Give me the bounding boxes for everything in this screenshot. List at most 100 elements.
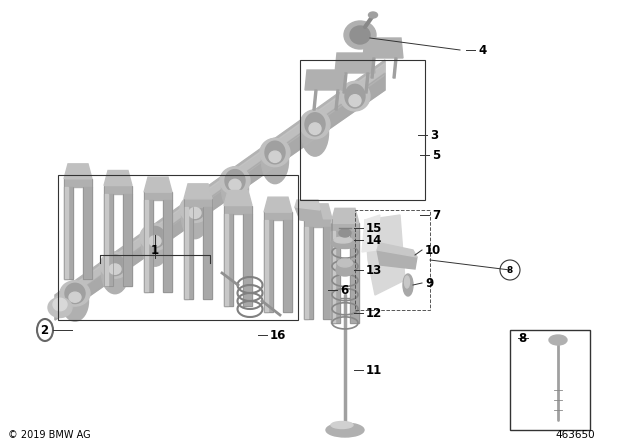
Text: 9: 9: [425, 276, 433, 289]
Ellipse shape: [100, 252, 130, 278]
Ellipse shape: [65, 283, 85, 304]
Polygon shape: [55, 63, 385, 308]
Ellipse shape: [340, 82, 370, 111]
Polygon shape: [144, 200, 153, 292]
Ellipse shape: [305, 113, 325, 136]
Polygon shape: [331, 208, 359, 224]
Text: © 2019 BMW AG: © 2019 BMW AG: [8, 430, 91, 440]
Polygon shape: [304, 219, 332, 227]
Ellipse shape: [345, 84, 365, 108]
Ellipse shape: [265, 141, 285, 164]
Polygon shape: [264, 220, 268, 312]
Ellipse shape: [336, 264, 354, 276]
Bar: [510, 330, 590, 430]
Ellipse shape: [180, 195, 210, 222]
Polygon shape: [283, 220, 292, 312]
Ellipse shape: [403, 274, 413, 296]
Bar: [58, 175, 298, 320]
Ellipse shape: [225, 170, 245, 192]
Ellipse shape: [220, 167, 250, 194]
Ellipse shape: [149, 236, 161, 246]
Ellipse shape: [221, 167, 248, 211]
Ellipse shape: [262, 138, 289, 184]
Text: 463650: 463650: [556, 430, 595, 440]
Ellipse shape: [60, 281, 90, 306]
Polygon shape: [323, 227, 332, 319]
Ellipse shape: [326, 423, 364, 437]
Ellipse shape: [105, 255, 125, 276]
Polygon shape: [371, 58, 375, 78]
Text: 11: 11: [366, 363, 382, 376]
Polygon shape: [331, 231, 335, 323]
Polygon shape: [123, 194, 132, 285]
Bar: [355, 210, 430, 310]
Polygon shape: [362, 215, 380, 252]
Polygon shape: [350, 231, 359, 323]
Ellipse shape: [300, 110, 330, 139]
Polygon shape: [393, 58, 397, 78]
Ellipse shape: [109, 264, 121, 274]
Polygon shape: [144, 192, 172, 200]
Polygon shape: [295, 207, 323, 223]
Polygon shape: [224, 214, 233, 306]
Text: 16: 16: [270, 328, 286, 341]
Ellipse shape: [369, 12, 378, 18]
Polygon shape: [184, 207, 188, 299]
Polygon shape: [203, 207, 212, 299]
Polygon shape: [313, 90, 317, 110]
Polygon shape: [335, 53, 375, 73]
Polygon shape: [305, 70, 345, 90]
Text: 5: 5: [432, 148, 440, 161]
Ellipse shape: [344, 21, 376, 49]
Ellipse shape: [141, 224, 168, 266]
Polygon shape: [55, 60, 385, 320]
Text: 6: 6: [340, 284, 348, 297]
Ellipse shape: [404, 276, 410, 288]
Polygon shape: [365, 215, 405, 295]
Polygon shape: [55, 73, 385, 320]
Polygon shape: [64, 187, 68, 279]
Polygon shape: [331, 231, 340, 323]
Polygon shape: [377, 243, 417, 257]
Polygon shape: [331, 224, 359, 231]
Polygon shape: [83, 187, 92, 279]
Polygon shape: [363, 38, 403, 58]
Polygon shape: [377, 250, 417, 269]
Ellipse shape: [182, 195, 209, 239]
Polygon shape: [64, 164, 92, 179]
Text: 14: 14: [366, 233, 382, 246]
Ellipse shape: [334, 237, 352, 243]
Text: 10: 10: [425, 244, 441, 257]
Ellipse shape: [53, 298, 67, 311]
Bar: [300, 60, 425, 200]
Text: 7: 7: [432, 208, 440, 221]
Ellipse shape: [350, 26, 370, 44]
Ellipse shape: [260, 138, 290, 167]
Polygon shape: [104, 171, 132, 185]
Text: 12: 12: [366, 306, 382, 319]
Polygon shape: [264, 197, 292, 212]
Polygon shape: [104, 185, 132, 194]
Polygon shape: [184, 207, 193, 299]
Polygon shape: [64, 187, 73, 279]
Text: 1: 1: [151, 244, 159, 257]
Polygon shape: [184, 199, 212, 207]
Text: 13: 13: [366, 263, 382, 276]
Polygon shape: [55, 60, 385, 320]
Ellipse shape: [331, 422, 353, 428]
Polygon shape: [144, 200, 148, 292]
Polygon shape: [264, 212, 292, 220]
Polygon shape: [335, 90, 339, 110]
Ellipse shape: [185, 198, 205, 220]
Text: 2: 2: [40, 323, 48, 336]
Text: 8: 8: [507, 266, 513, 275]
Polygon shape: [224, 214, 228, 306]
Ellipse shape: [549, 335, 567, 345]
Polygon shape: [365, 73, 369, 93]
Ellipse shape: [301, 110, 328, 156]
Text: 8: 8: [518, 332, 526, 345]
Ellipse shape: [339, 229, 351, 237]
Ellipse shape: [189, 207, 201, 218]
Polygon shape: [304, 227, 308, 319]
Ellipse shape: [140, 224, 170, 250]
